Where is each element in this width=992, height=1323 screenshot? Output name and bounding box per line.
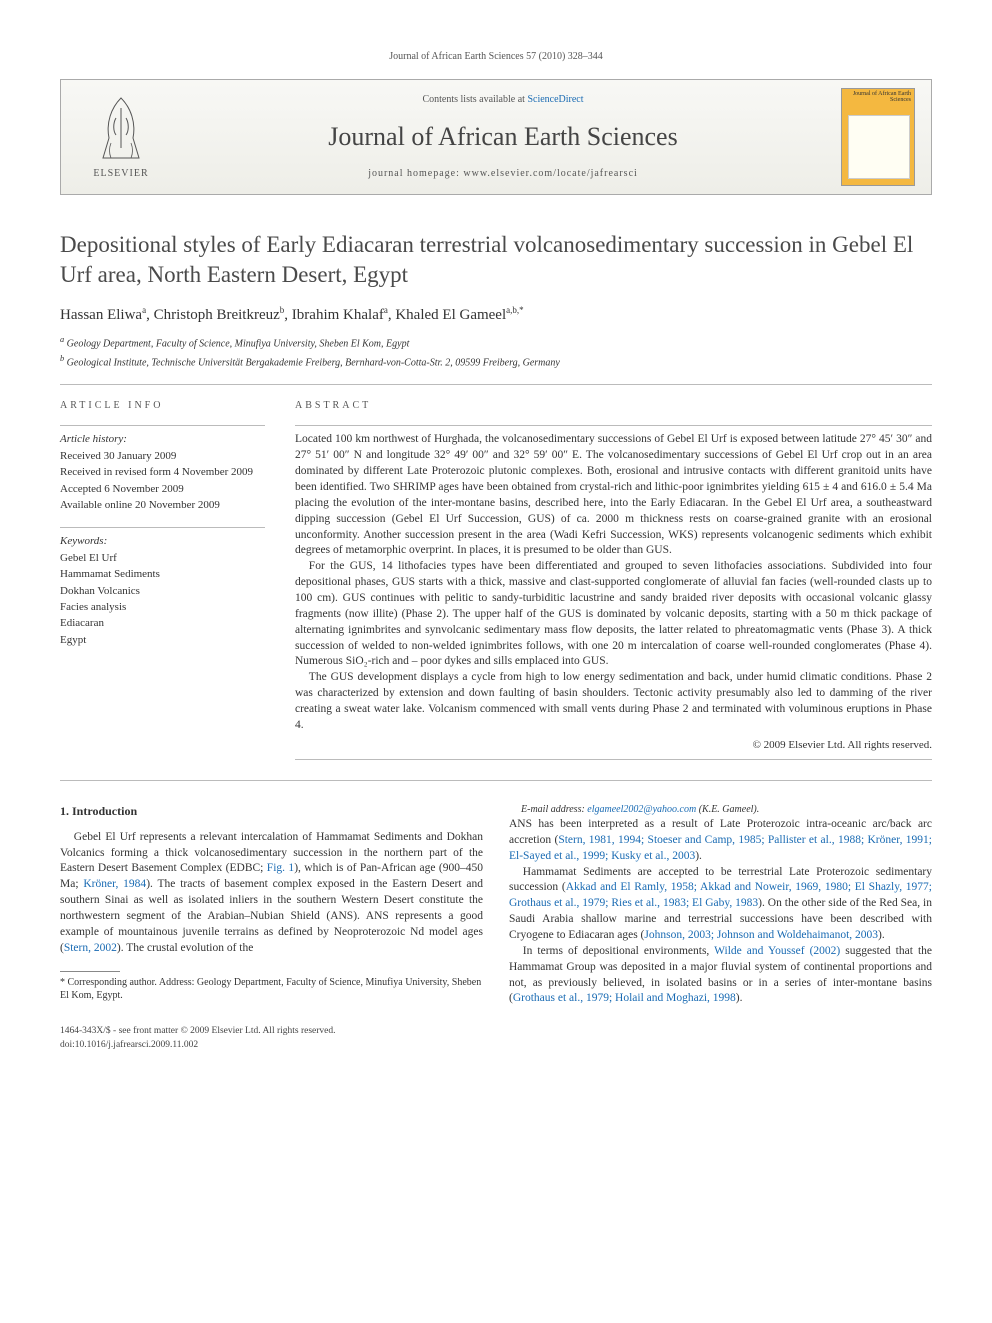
intro-paragraph: Hammamat Sediments are accepted to be te… — [509, 865, 932, 944]
article-info-block: ARTICLE INFO Article history: Received 3… — [60, 399, 265, 766]
citation-link[interactable]: Wilde and Youssef (2002) — [714, 945, 840, 957]
keywords-block: Keywords: Gebel El Urf Hammamat Sediment… — [60, 527, 265, 648]
abstract-block: ABSTRACT Located 100 km northwest of Hur… — [295, 399, 932, 766]
history-accepted: Accepted 6 November 2009 — [60, 482, 265, 497]
authors-line: Hassan Eliwaa, Christoph Breitkreuzb, Ib… — [60, 304, 932, 326]
intro-paragraph: Gebel El Urf represents a relevant inter… — [60, 830, 483, 957]
divider — [295, 759, 932, 760]
affiliation-a-text: Geology Department, Faculty of Science, … — [67, 338, 410, 349]
affiliation-b: b Geological Institute, Technische Unive… — [60, 353, 932, 370]
sciencedirect-link[interactable]: ScienceDirect — [527, 94, 583, 105]
figure-ref-link[interactable]: Fig. 1 — [267, 862, 294, 874]
citation-link[interactable]: Johnson, 2003; Johnson and Woldehaimanot… — [644, 929, 878, 941]
divider — [60, 527, 265, 528]
divider — [60, 425, 265, 426]
keyword: Ediacaran — [60, 616, 265, 631]
footnote-rule — [60, 971, 120, 972]
keyword: Facies analysis — [60, 600, 265, 615]
email-line: E-mail address: elgameel2002@yahoo.com (… — [509, 803, 932, 817]
history-online: Available online 20 November 2009 — [60, 498, 265, 513]
intro-paragraph: ANS has been interpreted as a result of … — [509, 817, 932, 865]
history-received: Received 30 January 2009 — [60, 449, 265, 464]
homepage-prefix: journal homepage: — [368, 168, 463, 179]
keyword: Dokhan Volcanics — [60, 584, 265, 599]
abstract-p2: For the GUS, 14 lithofacies types have b… — [295, 559, 932, 670]
keyword: Gebel El Urf — [60, 551, 265, 566]
affiliation-a: a Geology Department, Faculty of Science… — [60, 334, 932, 351]
intro-paragraph: In terms of depositional environments, W… — [509, 944, 932, 1007]
history-label: Article history: — [60, 432, 265, 447]
text-run: In terms of depositional environments, — [523, 945, 714, 957]
email-label: E-mail address: — [521, 804, 587, 815]
intro-heading: 1. Introduction — [60, 803, 483, 820]
page-footer: 1464-343X/$ - see front matter © 2009 El… — [60, 1025, 932, 1052]
text-run: ). — [878, 929, 885, 941]
contents-available-line: Contents lists available at ScienceDirec… — [191, 93, 815, 107]
copyright-line: © 2009 Elsevier Ltd. All rights reserved… — [295, 738, 932, 753]
divider — [60, 384, 932, 385]
homepage-url: www.elsevier.com/locate/jafrearsci — [463, 168, 637, 179]
corresponding-author-note: * Corresponding author. Address: Geology… — [60, 976, 483, 1004]
cover-block: Journal of African Earth Sciences — [825, 80, 931, 194]
abstract-body: Located 100 km northwest of Hurghada, th… — [295, 432, 932, 733]
doi-line: doi:10.1016/j.jafrearsci.2009.11.002 — [60, 1039, 932, 1052]
keyword: Hammamat Sediments — [60, 567, 265, 582]
citation-link[interactable]: Grothaus et al., 1979; Holail and Moghaz… — [513, 992, 736, 1004]
divider — [295, 425, 932, 426]
citation-link[interactable]: Stern, 2002 — [64, 942, 117, 954]
publisher-tree-icon — [91, 93, 151, 163]
publisher-name: ELSEVIER — [93, 167, 148, 181]
journal-homepage-line: journal homepage: www.elsevier.com/locat… — [191, 167, 815, 181]
abstract-p3: The GUS development displays a cycle fro… — [295, 670, 932, 733]
issn-line: 1464-343X/$ - see front matter © 2009 El… — [60, 1025, 932, 1038]
cover-map-icon — [848, 115, 910, 179]
citation-link[interactable]: Stern, 1981, 1994; Stoeser and Camp, 198… — [509, 834, 932, 862]
article-info-label: ARTICLE INFO — [60, 399, 265, 413]
journal-name: Journal of African Earth Sciences — [191, 119, 815, 155]
body-columns: 1. Introduction Gebel El Urf represents … — [60, 803, 932, 1007]
citation-link[interactable]: Kröner, 1984 — [83, 878, 146, 890]
contents-prefix: Contents lists available at — [422, 94, 527, 105]
divider — [60, 780, 932, 781]
cover-title: Journal of African Earth Sciences — [842, 89, 914, 103]
journal-reference: Journal of African Earth Sciences 57 (20… — [60, 50, 932, 64]
keywords-label: Keywords: — [60, 534, 265, 549]
text-run: ). — [736, 992, 743, 1004]
text-run: ). The crustal evolution of the — [117, 942, 253, 954]
history-revised: Received in revised form 4 November 2009 — [60, 465, 265, 480]
article-title: Depositional styles of Early Ediacaran t… — [60, 230, 932, 290]
page: Journal of African Earth Sciences 57 (20… — [0, 0, 992, 1092]
email-tail: (K.E. Gameel). — [696, 804, 759, 815]
email-link[interactable]: elgameel2002@yahoo.com — [587, 804, 696, 815]
keyword: Egypt — [60, 633, 265, 648]
journal-banner: ELSEVIER Contents lists available at Sci… — [60, 79, 932, 195]
abstract-p1: Located 100 km northwest of Hurghada, th… — [295, 432, 932, 559]
publisher-block: ELSEVIER — [61, 80, 181, 194]
affiliation-b-text: Geological Institute, Technische Univers… — [67, 357, 560, 368]
text-run: ). — [695, 850, 702, 862]
journal-cover-thumbnail: Journal of African Earth Sciences — [841, 88, 915, 186]
abstract-label: ABSTRACT — [295, 399, 932, 413]
banner-center: Contents lists available at ScienceDirec… — [181, 80, 825, 194]
meta-row: ARTICLE INFO Article history: Received 3… — [60, 399, 932, 766]
